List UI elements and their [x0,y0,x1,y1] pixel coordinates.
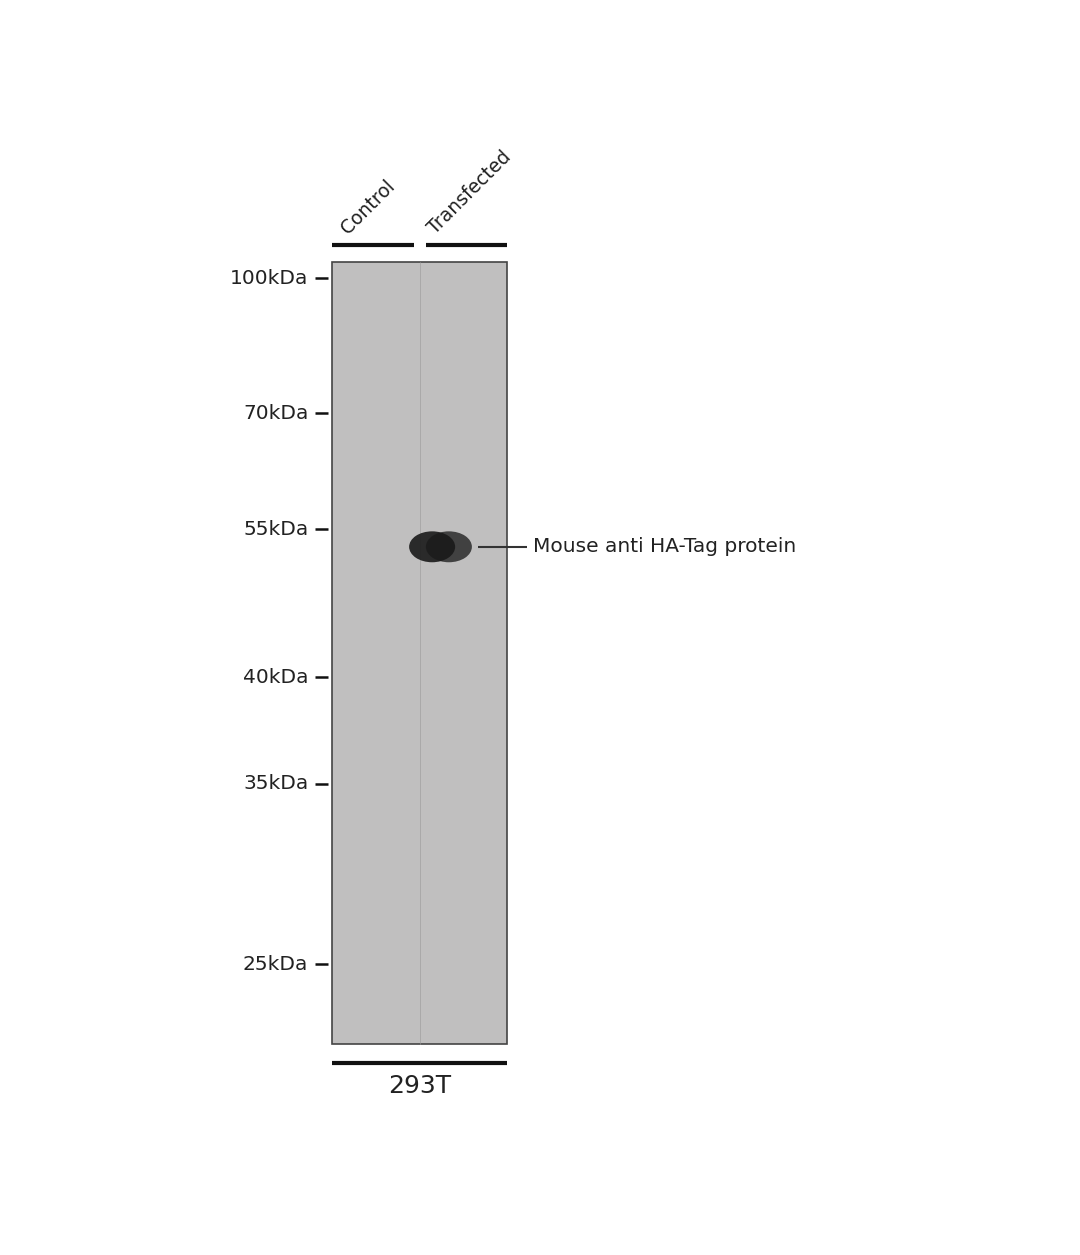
Text: Transfected: Transfected [424,147,515,237]
Text: Control: Control [338,176,399,237]
Text: 25kDa: 25kDa [243,955,308,974]
Text: 100kDa: 100kDa [230,269,308,287]
Ellipse shape [426,531,472,562]
Bar [332,262,508,1044]
Text: Mouse anti HA-Tag protein: Mouse anti HA-Tag protein [532,537,796,556]
Text: 35kDa: 35kDa [243,774,308,793]
Text: 55kDa: 55kDa [243,520,308,538]
Text: 70kDa: 70kDa [243,404,308,423]
Text: 293T: 293T [388,1074,451,1098]
Text: 40kDa: 40kDa [243,668,308,686]
Ellipse shape [409,531,455,562]
